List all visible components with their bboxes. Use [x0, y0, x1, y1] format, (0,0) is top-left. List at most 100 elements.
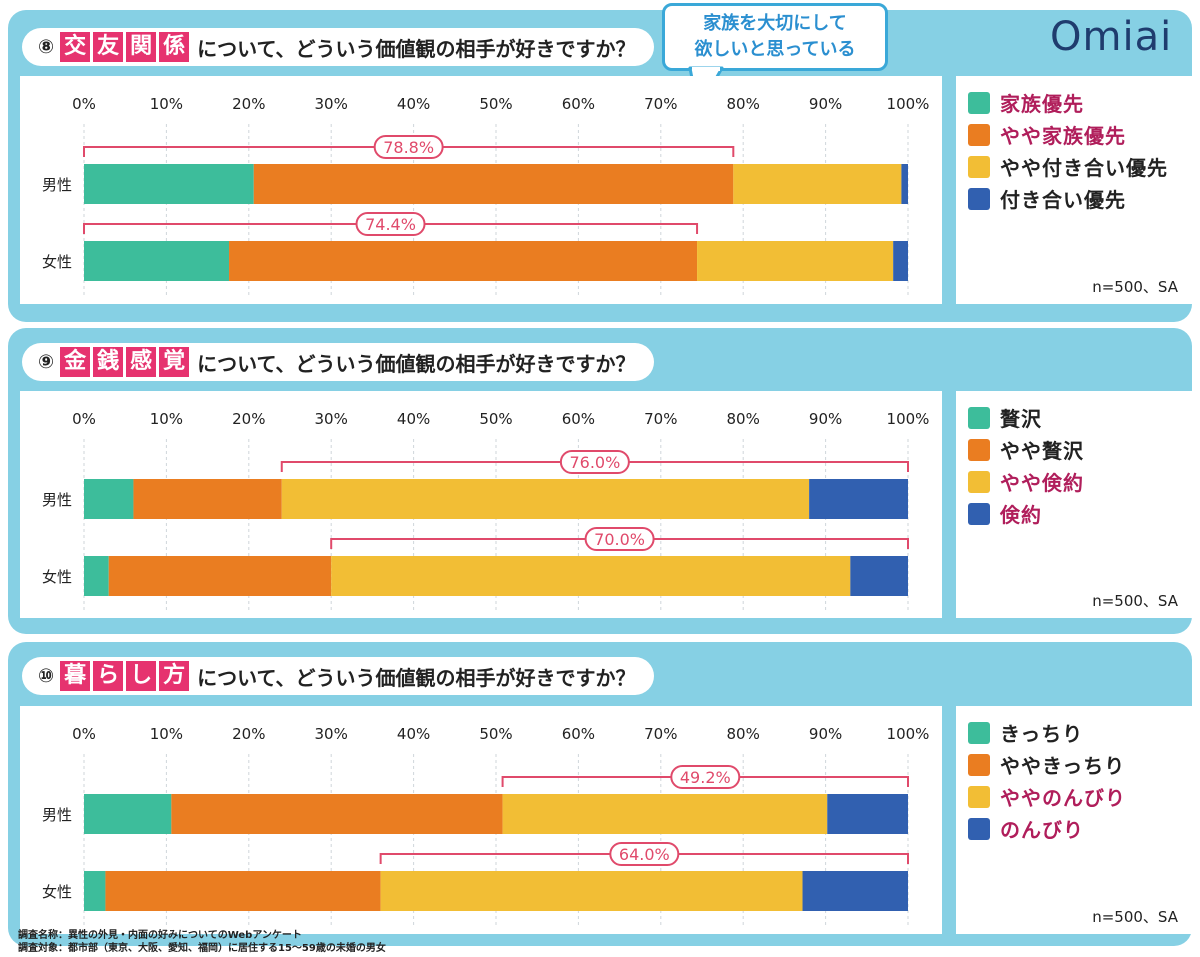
legend-item: ややきっちり — [968, 750, 1125, 779]
legend-box-10: きっちり ややきっちり ややのんびり のんびり n=500、SA — [956, 706, 1192, 934]
legend-item: 贅沢 — [968, 403, 1042, 432]
x-tick-label: 50% — [479, 95, 512, 113]
bracket-label: 64.0% — [619, 845, 670, 864]
keyword-char: 覚 — [159, 347, 190, 377]
bar-segment — [893, 241, 908, 281]
bar-segment — [108, 556, 332, 596]
callout-bubble: 家族を大切にして 欲しいと思っている — [662, 3, 888, 71]
legend-label: きっちり — [1000, 722, 1084, 746]
legend-swatch — [968, 753, 990, 776]
keyword-char: 方 — [159, 661, 190, 691]
question-number: ⑨ — [38, 351, 55, 373]
chart-area-8: 0% 10% 20% 30% 40% 50% 60% 70% 80% 90% 100% 男性 女性 78.… — [20, 76, 942, 304]
question-keyword: 金 銭 感 覚 — [60, 347, 190, 377]
bracket-label-bg — [373, 135, 444, 159]
bar-segment — [84, 556, 109, 596]
bar-segment — [802, 871, 908, 911]
keyword-char: 銭 — [93, 347, 124, 377]
bracket-label-bg — [355, 212, 426, 236]
legend-swatch — [968, 406, 990, 429]
bracket-label: 49.2% — [680, 768, 731, 787]
bar-segment — [502, 794, 828, 834]
question-number: ⑩ — [38, 665, 55, 687]
question-text: について、どういう価値観の相手が好きですか？ — [197, 665, 636, 690]
question-bar-9: ⑨ 金 銭 感 覚 について、どういう価値観の相手が好きですか？ — [22, 343, 654, 381]
sample-size-label: n=500、SA — [1092, 908, 1178, 926]
legend-item: 付き合い優先 — [968, 184, 1126, 213]
x-tick-label: 30% — [315, 95, 348, 113]
bar-segment — [850, 556, 908, 596]
legend-swatch — [968, 155, 990, 178]
x-tick-label: 80% — [727, 95, 760, 113]
question-keyword: 暮 ら し 方 — [60, 661, 190, 691]
row-label: 男性 — [42, 806, 72, 824]
keyword-char: 感 — [126, 347, 157, 377]
x-tick-label: 90% — [809, 95, 842, 113]
bar-segment — [105, 871, 381, 911]
legend-label: やや倹約 — [1000, 471, 1084, 495]
keyword-char: 交 — [60, 32, 91, 62]
x-tick-label: 90% — [809, 410, 842, 428]
question-text: について、どういう価値観の相手が好きですか？ — [197, 351, 636, 376]
legend-label: 付き合い優先 — [1000, 188, 1126, 212]
keyword-char: ら — [93, 661, 124, 691]
bar-segment — [84, 479, 134, 519]
legend-swatch — [968, 470, 990, 493]
x-tick-label: 80% — [727, 410, 760, 428]
x-tick-label: 70% — [644, 95, 677, 113]
x-tick-label: 0% — [72, 725, 96, 743]
bar-segment — [229, 241, 698, 281]
keyword-char: 係 — [159, 32, 190, 62]
legend-label: やや贅沢 — [1000, 439, 1084, 463]
bar-segment — [171, 794, 503, 834]
legend-label: やや家族優先 — [1000, 124, 1126, 148]
x-tick-label: 60% — [562, 410, 595, 428]
question-keyword: 交 友 関 係 — [60, 32, 190, 62]
x-tick-label: 0% — [72, 95, 96, 113]
bracket-label: 76.0% — [569, 453, 620, 472]
x-tick-label: 100% — [887, 410, 930, 428]
bar-segment — [380, 871, 803, 911]
question-text: について、どういう価値観の相手が好きですか？ — [197, 36, 636, 61]
bar-segment — [253, 164, 734, 204]
x-tick-label: 20% — [232, 410, 265, 428]
bar-segment — [733, 164, 902, 204]
legend-box-9: 贅沢 やや贅沢 やや倹約 倹約 n=500、SA — [956, 391, 1192, 618]
x-tick-label: 60% — [562, 95, 595, 113]
footer-survey-name: 調査名称：異性の外見・内面の好みについてのWebアンケート — [18, 930, 302, 941]
bracket-label-bg — [584, 527, 655, 551]
legend-label: のんびり — [1000, 818, 1084, 842]
legend-item: やや贅沢 — [968, 435, 1084, 464]
bar-segment — [84, 241, 230, 281]
bar-segment — [697, 241, 894, 281]
bar-segment — [809, 479, 908, 519]
keyword-char: 関 — [126, 32, 157, 62]
bracket-label-bg — [670, 765, 741, 789]
legend-label: 家族優先 — [1000, 92, 1084, 116]
legend-swatch — [968, 187, 990, 210]
legend-item: のんびり — [968, 814, 1084, 843]
callout-line: 欲しいと思っている — [694, 39, 856, 60]
bar-segment — [901, 164, 908, 204]
sample-size-label: n=500、SA — [1092, 592, 1178, 610]
legend-item: 家族優先 — [968, 88, 1084, 117]
x-tick-label: 20% — [232, 95, 265, 113]
x-tick-label: 10% — [150, 95, 183, 113]
keyword-char: 金 — [60, 347, 91, 377]
bar-segment — [84, 164, 254, 204]
row-label: 男性 — [42, 176, 72, 194]
x-tick-label: 70% — [644, 410, 677, 428]
x-tick-label: 100% — [887, 725, 930, 743]
legend-swatch — [968, 502, 990, 525]
bracket-label: 74.4% — [365, 215, 416, 234]
question-bar-10: ⑩ 暮 ら し 方 について、どういう価値観の相手が好きですか？ — [22, 657, 654, 695]
bar-segment — [281, 479, 810, 519]
x-tick-label: 40% — [397, 410, 430, 428]
x-tick-label: 30% — [315, 725, 348, 743]
legend-swatch — [968, 785, 990, 808]
bracket-label-bg — [559, 450, 630, 474]
legend-item: やや倹約 — [968, 467, 1084, 496]
